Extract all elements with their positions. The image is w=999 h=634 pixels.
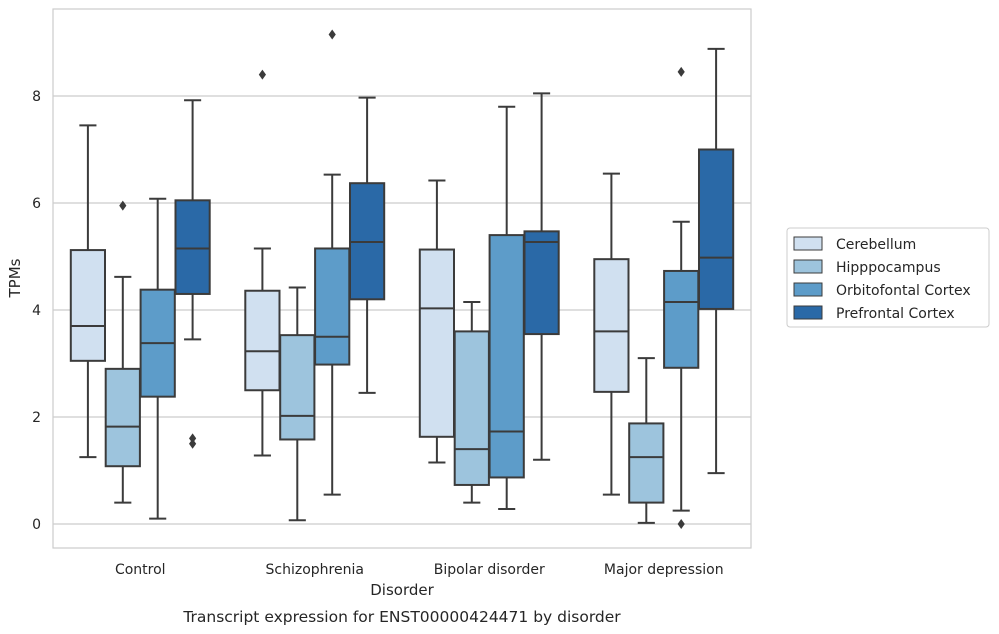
legend-swatch <box>793 259 823 274</box>
box-2-3 <box>663 66 700 529</box>
box-body <box>418 248 456 438</box>
outlier-point <box>258 69 266 80</box>
box-2-1 <box>314 29 351 496</box>
box-2-2 <box>488 105 525 511</box>
box-body <box>174 199 211 295</box>
box-3-0 <box>174 99 211 449</box>
x-tick-label: Major depression <box>604 562 724 578</box>
legend-swatch <box>793 236 823 251</box>
box-1-0 <box>104 200 141 504</box>
box-body <box>69 249 107 362</box>
legend-swatch <box>793 282 823 297</box>
plot-frame <box>52 8 752 549</box>
outlier-point <box>328 29 336 40</box>
legend-frame <box>786 227 990 328</box>
box-body <box>488 234 525 479</box>
outlier-point <box>189 438 197 449</box>
legend-items: Cerebellum Hipppocampus Orbitofontal Corte… <box>793 236 971 322</box>
box-body <box>314 247 351 366</box>
y-tick-label: 8 <box>32 89 41 105</box>
box-3-1 <box>348 96 386 394</box>
legend: Cerebellum Hipppocampus Orbitofontal Corte… <box>786 227 990 328</box>
box-3-3 <box>697 47 735 475</box>
y-tick-label: 2 <box>32 410 41 426</box>
box-body <box>663 269 700 369</box>
box-body <box>244 289 281 392</box>
legend-item: Hipppocampus <box>793 259 941 276</box>
legend-item: Prefrontal Cortex <box>793 305 955 322</box>
box-body <box>279 334 316 441</box>
legend-label: Orbitofontal Cortex <box>836 283 971 299</box>
box-0-3 <box>593 172 630 496</box>
x-axis-ticks: Control Schizophrenia Bipolar disorder Majo… <box>115 562 724 578</box>
box-0-2 <box>418 179 456 464</box>
box-0-1 <box>244 69 281 457</box>
box-body <box>104 367 141 468</box>
legend-item: Orbitofontal Cortex <box>793 282 971 299</box>
outlier-point <box>677 66 685 77</box>
legend-swatch <box>793 305 823 320</box>
box-body <box>523 230 560 336</box>
y-axis-label: TPMs <box>6 258 24 298</box>
box-1-3 <box>628 357 665 524</box>
boxes <box>69 29 735 529</box>
outlier-point <box>119 200 127 211</box>
box-body <box>697 148 735 310</box>
y-tick-label: 0 <box>32 517 41 533</box>
legend-item: Cerebellum <box>793 236 916 253</box>
legend-label: Cerebellum <box>836 237 916 253</box>
legend-label: Hipppocampus <box>836 260 941 276</box>
legend-label: Prefrontal Cortex <box>836 306 955 322</box>
outlier-point <box>677 519 685 529</box>
x-axis-label: Disorder <box>370 581 434 599</box>
box-2-0 <box>139 197 176 520</box>
box-1-2 <box>453 300 490 504</box>
box-body <box>628 422 665 504</box>
y-tick-label: 6 <box>32 196 41 212</box>
x-tick-label: Schizophrenia <box>266 562 364 578</box>
outlier-point <box>189 433 197 444</box>
x-tick-label: Control <box>115 562 166 578</box>
box-body <box>593 258 630 393</box>
box-1-1 <box>279 286 316 522</box>
y-axis-ticks: 0 2 4 6 8 <box>32 89 41 533</box>
y-tick-label: 4 <box>32 303 41 319</box>
box-body <box>453 330 490 486</box>
x-tick-label: Bipolar disorder <box>434 562 545 578</box>
box-0-0 <box>69 124 107 459</box>
box-3-2 <box>523 92 560 461</box>
chart-caption: Transcript expression for ENST0000042447… <box>182 608 621 626</box>
